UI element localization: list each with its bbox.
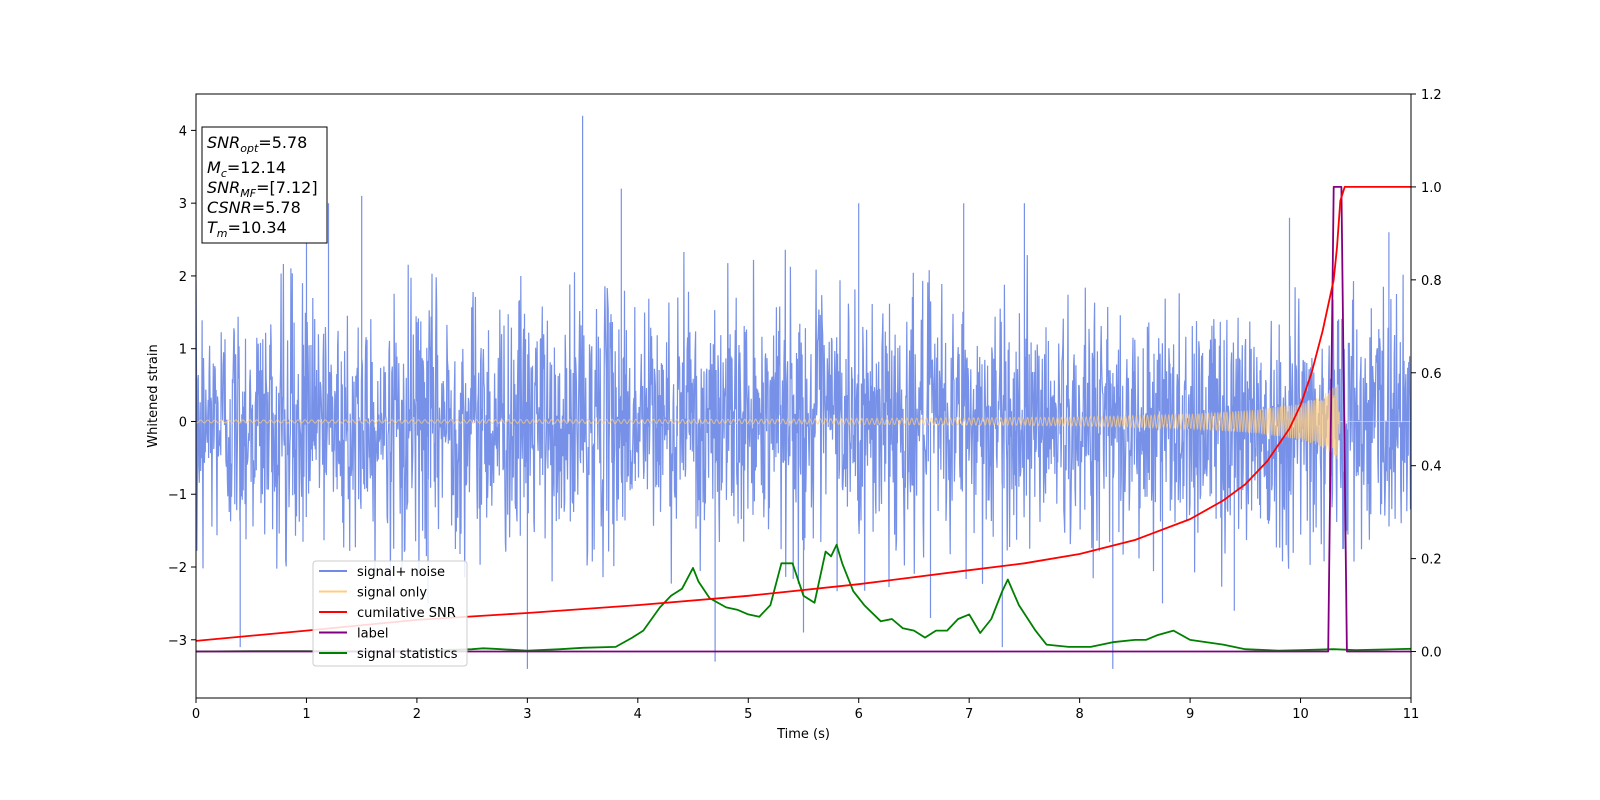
x-tick-label: 11 xyxy=(1403,707,1420,722)
y-tick-label: 4 xyxy=(179,124,187,139)
y2-tick-label: 0.8 xyxy=(1421,274,1442,289)
x-tick-label: 9 xyxy=(1186,707,1194,722)
info-snr-mf: SNRMF=[7.12] xyxy=(207,178,318,200)
info-snr-opt: SNRopt=5.78 xyxy=(207,133,307,155)
y-tick-label: −3 xyxy=(168,634,187,649)
legend-label: cumilative SNR xyxy=(357,606,456,621)
legend-frame xyxy=(312,560,468,667)
y2-tick-label: 0.0 xyxy=(1421,646,1442,661)
y2-tick-label: 1.0 xyxy=(1421,181,1442,196)
info-box-frame xyxy=(201,126,328,244)
series-cumulative-snr xyxy=(196,186,1411,642)
info-csnr: CSNR=5.78 xyxy=(207,198,301,217)
x-tick-label: 5 xyxy=(744,707,752,722)
legend-label: label xyxy=(357,627,388,642)
y-tick-label: −1 xyxy=(168,488,187,503)
axes-frame xyxy=(195,93,1412,699)
y-axis-title: Whitened strain xyxy=(146,344,161,447)
y-tick-label: 2 xyxy=(179,270,187,285)
x-tick-label: 3 xyxy=(523,707,531,722)
series-label xyxy=(196,186,1411,653)
axes: 0 1 2 3 4 5 6 7 8 9 10 11 −3 −2 −1 0 1 2 3 4 0.0 0.2 0.4 0.6 0.8… xyxy=(168,88,1442,722)
y-tick-label: 1 xyxy=(179,343,187,358)
legend-label: signal+ noise xyxy=(357,565,445,580)
x-tick-label: 2 xyxy=(413,707,421,722)
info-tm: Tm=10.34 xyxy=(207,218,287,240)
x-tick-label: 0 xyxy=(192,707,200,722)
y-tick-label: 0 xyxy=(179,415,187,430)
x-tick-label: 1 xyxy=(302,707,310,722)
plot-area xyxy=(196,115,1411,669)
y2-tick-label: 0.4 xyxy=(1421,460,1442,475)
info-mc: Mc=12.14 xyxy=(207,158,286,180)
legend-label: signal statistics xyxy=(357,647,458,662)
x-axis-title: Time (s) xyxy=(776,727,830,742)
y2-tick-label: 1.2 xyxy=(1421,88,1442,103)
info-box: SNRopt=5.78 Mc=12.14 SNRMF=[7.12] CSNR=5… xyxy=(201,126,328,244)
y-tick-label: 3 xyxy=(179,197,187,212)
series-signal-statistics xyxy=(196,543,1411,653)
y2-tick-label: 0.2 xyxy=(1421,553,1442,568)
x-tick-label: 7 xyxy=(965,707,973,722)
x-tick-label: 4 xyxy=(634,707,642,722)
x-tick-label: 6 xyxy=(855,707,863,722)
x-tick-label: 8 xyxy=(1075,707,1083,722)
series-signal-only xyxy=(196,384,1411,460)
legend-label: signal only xyxy=(357,586,427,601)
y2-tick-label: 0.6 xyxy=(1421,367,1442,382)
x-tick-label: 10 xyxy=(1292,707,1309,722)
legend: signal+ noise signal only cumilative SNR la… xyxy=(312,560,468,667)
y-tick-label: −2 xyxy=(168,561,187,576)
